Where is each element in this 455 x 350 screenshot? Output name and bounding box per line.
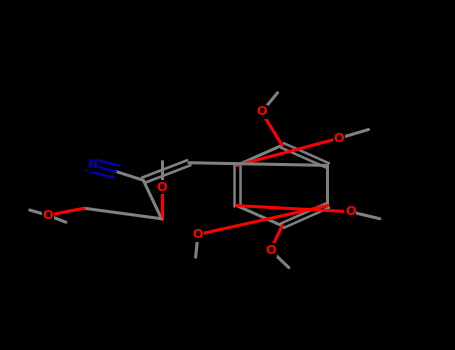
Text: N: N (88, 158, 98, 171)
Text: O: O (192, 228, 203, 241)
Text: O: O (265, 244, 276, 257)
Text: O: O (256, 105, 267, 119)
Text: O: O (42, 209, 53, 222)
Text: O: O (345, 205, 356, 218)
Text: O: O (334, 132, 344, 145)
Text: O: O (156, 181, 167, 194)
